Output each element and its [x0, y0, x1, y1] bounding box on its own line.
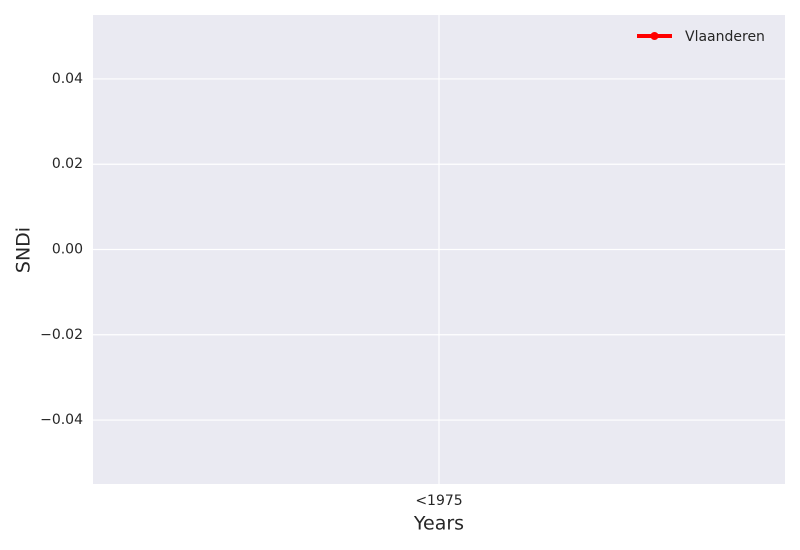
y-axis-label: SNDi	[13, 227, 35, 273]
legend-marker	[650, 32, 659, 40]
y-tick-label: −0.04	[40, 412, 83, 428]
legend-label: Vlaanderen	[685, 29, 765, 45]
x-axis-label: Years	[413, 513, 464, 535]
y-tick-label: 0.02	[52, 156, 83, 172]
y-tick-label: 0.04	[52, 71, 83, 87]
y-tick-label: −0.02	[40, 327, 83, 343]
y-tick-label: 0.00	[52, 242, 83, 258]
x-tick-label: <1975	[415, 493, 462, 509]
